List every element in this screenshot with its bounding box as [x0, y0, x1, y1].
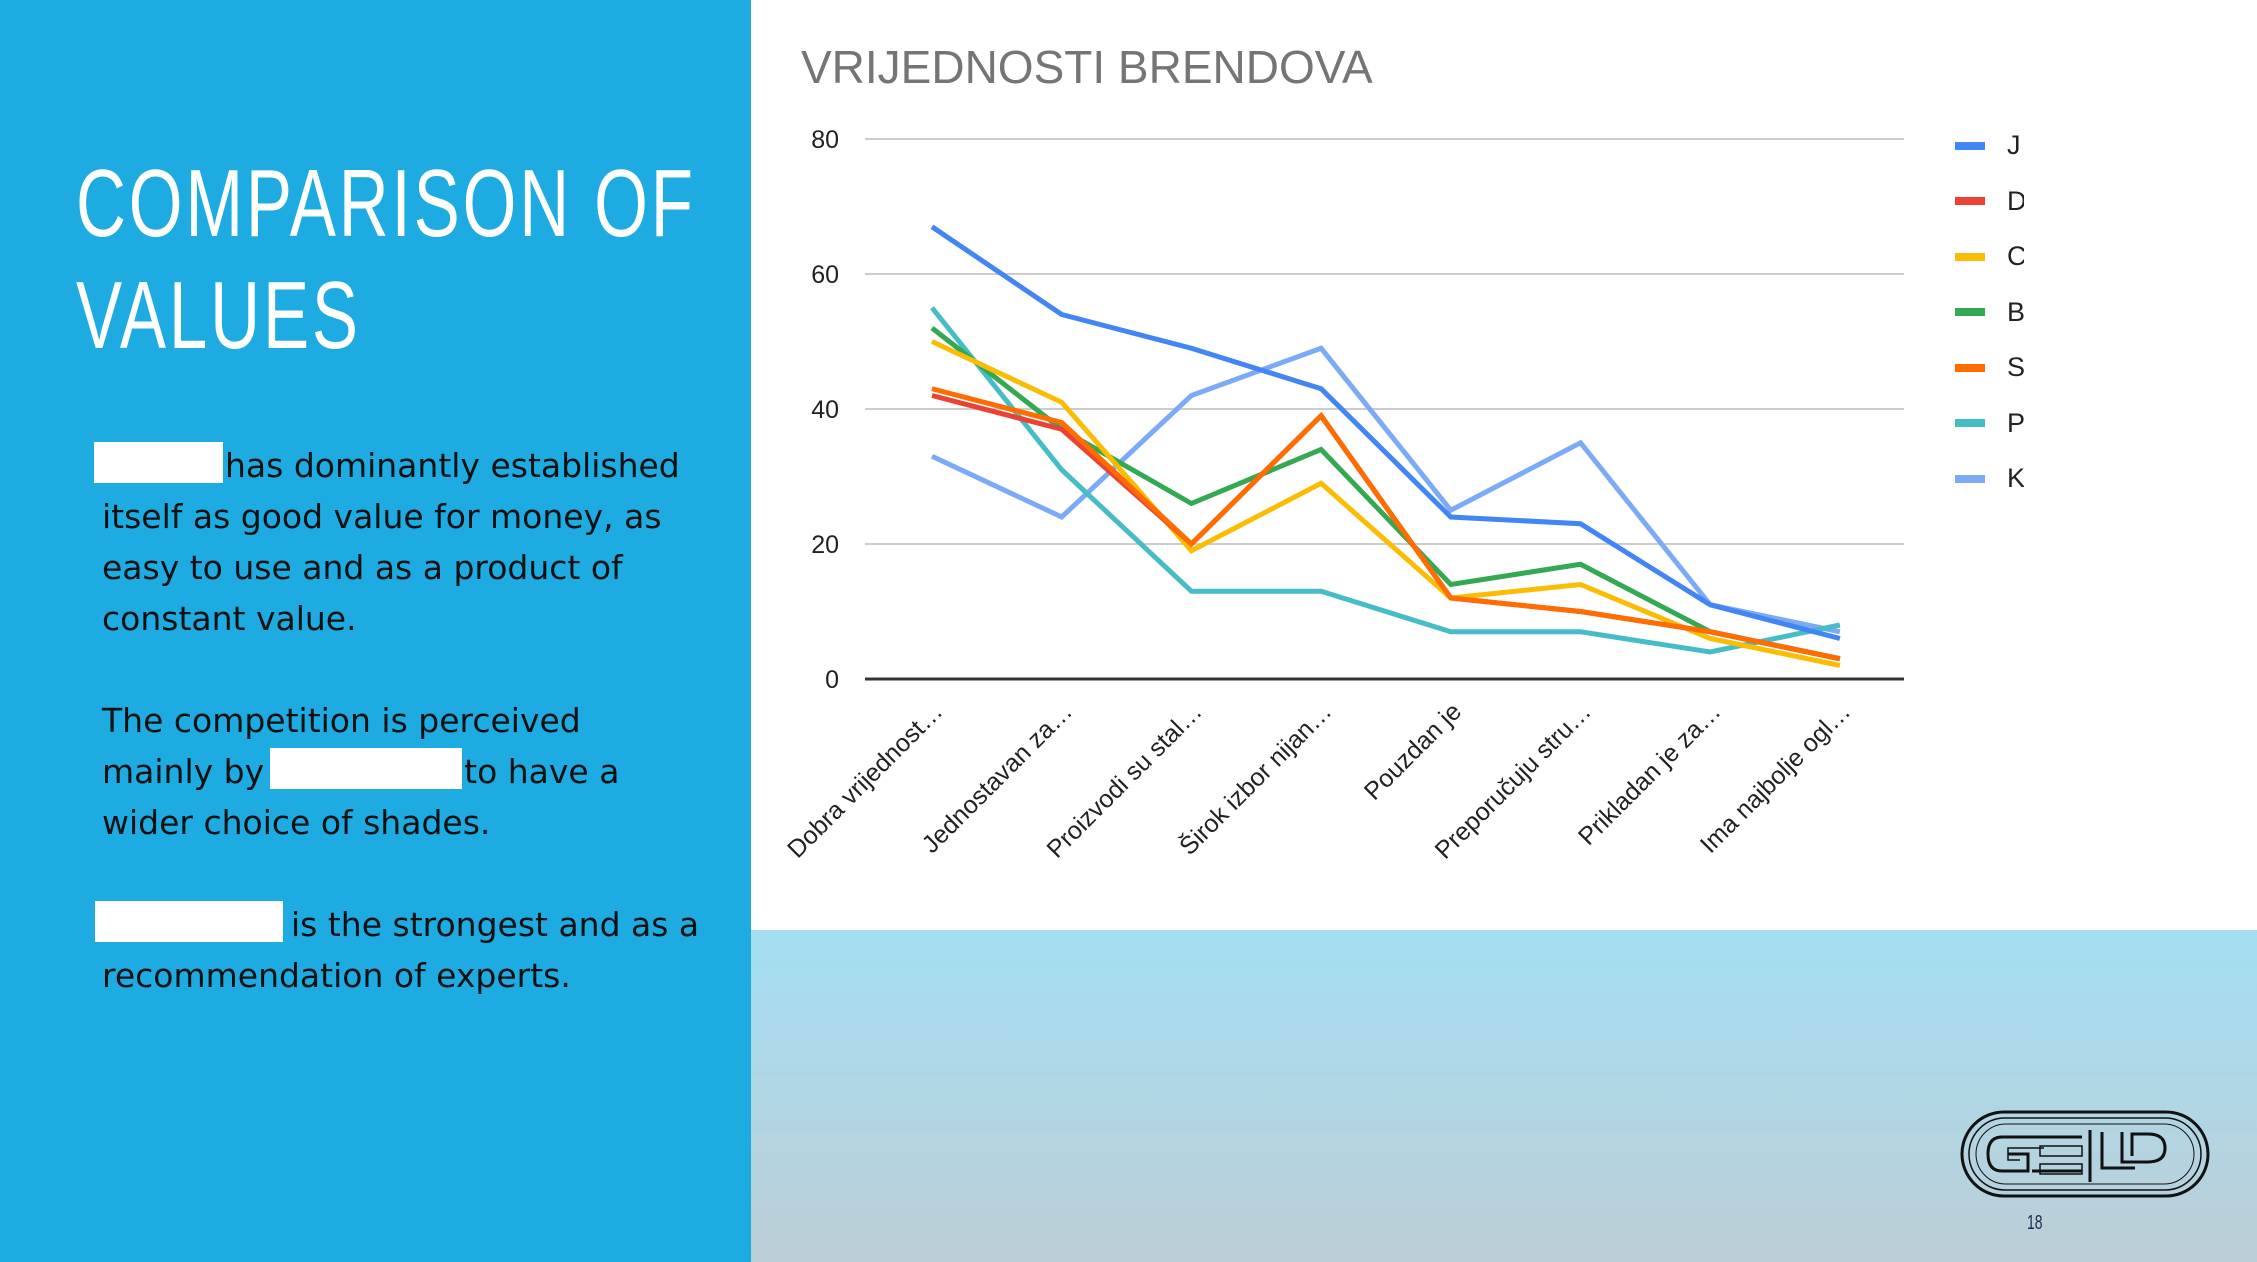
legend-item[interactable]: S: [1955, 340, 2024, 396]
legend-swatch: [1955, 252, 1985, 261]
page-number: 18: [2027, 1212, 2043, 1234]
paragraph-3: is the strongest and as a recommendation…: [95, 899, 702, 1001]
bottom-band: [751, 930, 2257, 1262]
chart-title: VRIJEDNOSTI BRENDOVA: [801, 41, 1373, 93]
body-text: has dominantly established itself as goo…: [94, 440, 702, 1052]
y-tick-label: 60: [811, 261, 839, 289]
legend-item[interactable]: C: [1955, 229, 2024, 285]
legend-label: C: [2007, 241, 2024, 272]
legend-item[interactable]: B: [1955, 285, 2024, 341]
paragraph-3-text: is the strongest and as a recommendation…: [102, 905, 700, 995]
left-panel: COMPARISON OF VALUES has dominantly esta…: [0, 0, 751, 1262]
legend-swatch: [1955, 363, 1985, 372]
y-tick-label: 20: [811, 531, 839, 559]
legend-label: D: [2007, 185, 2024, 216]
slide-title-line2: VALUES: [76, 262, 361, 369]
slide-title: COMPARISON OF VALUES: [76, 148, 696, 372]
paragraph-2-text-after: to have a wider choice of shades.: [102, 752, 620, 842]
legend-swatch: [1955, 308, 1985, 317]
legend-label: K: [2007, 463, 2024, 494]
legend-label: J: [2007, 130, 2021, 161]
paragraph-2: The competition is perceived mainly by to…: [102, 695, 702, 848]
legend-label: B: [2007, 296, 2024, 327]
x-tick-label: Prikladan je za…: [1573, 697, 1726, 850]
legend-label: S: [2007, 352, 2024, 383]
redacted-brand: [270, 748, 463, 789]
legend-item[interactable]: D: [1955, 174, 2024, 230]
geld-logo-icon: [1960, 1110, 2210, 1198]
y-tick-label: 40: [811, 396, 839, 424]
y-tick-label: 0: [825, 666, 839, 694]
redacted-brand: [94, 442, 223, 483]
x-tick-label: Pouzdan je: [1359, 697, 1467, 805]
paragraph-1-text: has dominantly established itself as goo…: [102, 446, 680, 638]
legend-swatch: [1955, 419, 1985, 428]
legend-swatch: [1955, 141, 1985, 150]
series-line-p: [930, 306, 1841, 655]
series-line-j: [930, 224, 1841, 641]
y-tick-label: 80: [811, 126, 839, 154]
series-line-d: [931, 393, 1841, 662]
legend-item[interactable]: K: [1955, 451, 2024, 507]
line-chart: VRIJEDNOSTI BRENDOVA 0 20 40 60 80 Dobra vrij…: [751, 0, 2257, 930]
series-line-k: [930, 345, 1841, 635]
slide-title-line1: COMPARISON OF: [76, 150, 696, 257]
paragraph-1: has dominantly established itself as goo…: [94, 440, 702, 644]
legend-label: P: [2007, 407, 2024, 438]
paragraph-2-text-before: The competition is perceived mainly by: [102, 701, 581, 791]
redacted-brand: [95, 901, 283, 942]
legend-item[interactable]: J: [1955, 118, 2024, 174]
legend-item[interactable]: P: [1955, 396, 2024, 452]
legend-swatch: [1955, 197, 1985, 206]
series-line-s: [931, 386, 1841, 662]
legend-swatch: [1955, 474, 1985, 483]
